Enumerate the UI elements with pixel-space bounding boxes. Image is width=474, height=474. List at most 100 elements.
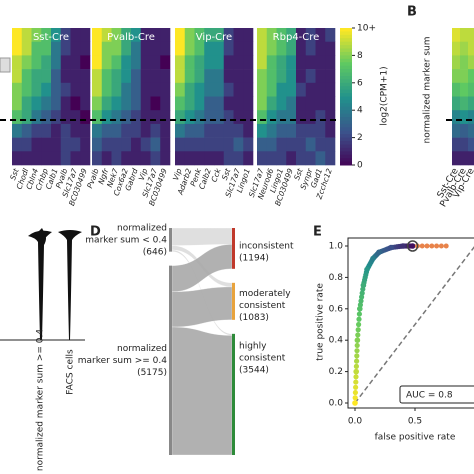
- heatmap-cell: [214, 28, 225, 42]
- heatmap-cell: [325, 55, 336, 70]
- heatmap-cell: [31, 41, 42, 56]
- heatmap-cell: [51, 96, 62, 111]
- roc-point: [419, 243, 425, 249]
- colorbar-segment: [340, 82, 352, 87]
- heatmap-cell: [243, 69, 254, 84]
- heatmap-cell: [150, 123, 161, 138]
- heatmap-cell: [150, 96, 161, 111]
- heatmap-cell: [276, 82, 287, 97]
- roc-point: [376, 249, 382, 256]
- heatmap-cell: [140, 55, 151, 70]
- panel-label: E: [313, 225, 322, 240]
- heatmap-cell: [101, 96, 112, 111]
- heatmap-cell: [315, 69, 326, 84]
- sankey-node: [169, 228, 172, 252]
- heatmap-cell: [140, 110, 151, 125]
- heatmap-cell: [140, 96, 151, 111]
- heatmap-cell: [21, 137, 32, 152]
- roc-fill: [359, 290, 365, 296]
- node-count: (3544): [239, 365, 269, 375]
- heatmap-cell: [257, 151, 268, 166]
- heatmap-cell: [214, 123, 225, 138]
- colorbar-segment: [340, 144, 352, 149]
- heatmap-cell: [175, 123, 186, 138]
- gene-label: Sst: [220, 166, 233, 181]
- heatmap-cell: [21, 110, 32, 125]
- heatmap-cell: [51, 151, 62, 166]
- group-title: Sst-Cre: [33, 32, 69, 43]
- heatmap-cell: [12, 82, 23, 97]
- heatmap-cell: [101, 123, 112, 138]
- heatmap-cell: [286, 41, 297, 56]
- heatmap-cell: [41, 96, 52, 111]
- colorbar-segment: [340, 161, 352, 166]
- heatmap-cell: [214, 110, 225, 125]
- heatmap-cell: [468, 151, 474, 166]
- heatmap-cell: [41, 137, 52, 152]
- colorbar-segment: [340, 127, 352, 132]
- colorbar-segment: [340, 38, 352, 43]
- heatmap-cell: [80, 28, 91, 42]
- heatmap-cell: [468, 69, 474, 84]
- heatmap-cell: [286, 69, 297, 84]
- heatmap-cell: [111, 123, 122, 138]
- heatmap-cell: [92, 123, 103, 138]
- heatmap-cell: [214, 55, 225, 70]
- heatmap-cell: [325, 151, 336, 166]
- heatmap-cell: [325, 123, 336, 138]
- heatmap-cell: [325, 69, 336, 84]
- heatmap-cell: [460, 96, 469, 111]
- heatmap-cell: [325, 110, 336, 125]
- heatmap-cell: [12, 123, 23, 138]
- node-label: consistent: [239, 353, 286, 363]
- heatmap-cell: [460, 28, 469, 42]
- heatmap-cell: [233, 28, 244, 42]
- heatmap-cell: [233, 41, 244, 56]
- heatmap-cell: [468, 110, 474, 125]
- gene-label: Sst: [292, 166, 305, 181]
- flow: [171, 326, 233, 456]
- heatmap-cell: [121, 55, 132, 70]
- colorbar-segment: [340, 110, 352, 115]
- heatmap-cell: [41, 55, 52, 70]
- heatmap-cell: [223, 28, 234, 42]
- heatmap-cell: [31, 151, 42, 166]
- colorbar-tick-label: 0: [357, 161, 363, 171]
- node-count: (1083): [239, 313, 269, 323]
- roc-point: [434, 243, 440, 249]
- heatmap-cell: [111, 137, 122, 152]
- heatmap-cell: [12, 110, 23, 125]
- heatmap-cell: [296, 123, 307, 138]
- node-label: moderately: [239, 289, 291, 299]
- heatmap-cell: [160, 137, 171, 152]
- colorbar-segment: [340, 120, 352, 125]
- heatmap-cell: [468, 123, 474, 138]
- group-title: Pvalb-Cre: [107, 32, 155, 43]
- heatmap-cell: [315, 137, 326, 152]
- heatmap-cell: [315, 123, 326, 138]
- roc-fill: [353, 384, 359, 390]
- heatmap-cell: [175, 110, 186, 125]
- heatmap-cell: [214, 96, 225, 111]
- heatmap-cell: [204, 151, 215, 166]
- roc-fill: [355, 332, 361, 338]
- sankey-node: [169, 265, 172, 455]
- heatmap-cell: [121, 96, 132, 111]
- heatmap-cell: [121, 82, 132, 97]
- heatmap-cell: [315, 82, 326, 97]
- roc-point: [364, 266, 370, 273]
- heatmap-cell: [51, 55, 62, 70]
- colorbar-segment: [340, 41, 352, 46]
- heatmap-cell: [305, 28, 316, 42]
- heatmap-cell: [296, 137, 307, 152]
- heatmap-cell: [101, 82, 112, 97]
- heatmap-cell: [276, 96, 287, 111]
- heatmap-cell: [51, 41, 62, 56]
- heatmap-cell: [60, 96, 71, 111]
- heatmap-cell: [31, 28, 42, 42]
- heatmap-cell: [276, 55, 287, 70]
- colorbar-segment: [340, 48, 352, 53]
- flow: [171, 244, 233, 292]
- group-title: Vip-Cre: [196, 32, 232, 43]
- x-tick-label: 0.0: [348, 417, 363, 427]
